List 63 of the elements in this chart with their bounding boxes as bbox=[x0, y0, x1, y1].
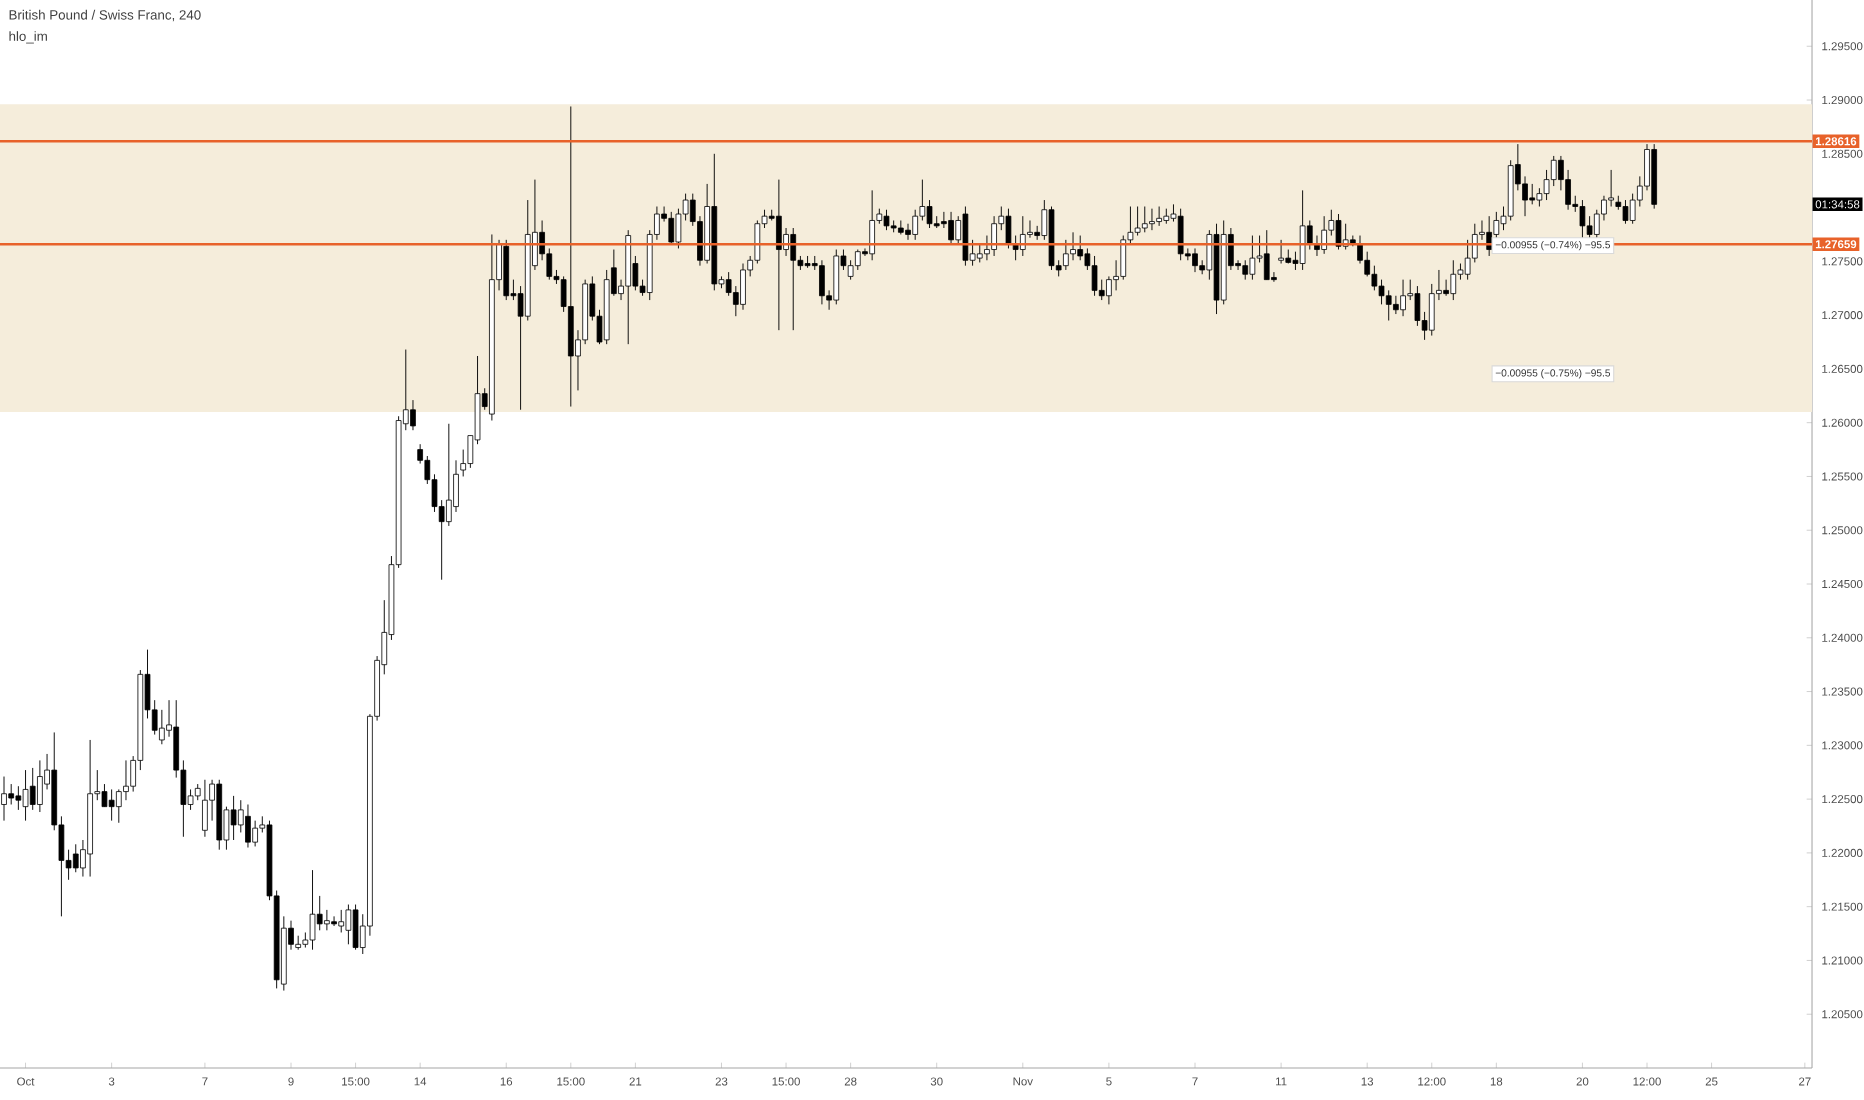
candlestick bbox=[1192, 247, 1198, 273]
candlestick bbox=[1141, 206, 1148, 233]
candlestick bbox=[1077, 235, 1084, 261]
candlestick bbox=[962, 206, 969, 267]
candlestick bbox=[1335, 213, 1342, 250]
candlestick bbox=[331, 915, 337, 927]
candlestick bbox=[22, 769, 29, 822]
candlestick bbox=[869, 189, 875, 261]
candlestick bbox=[1400, 279, 1406, 317]
candlestick bbox=[1019, 215, 1026, 257]
candlestick bbox=[668, 211, 675, 245]
candlestick bbox=[1450, 259, 1457, 301]
candlestick bbox=[740, 263, 746, 311]
candlestick bbox=[1622, 199, 1629, 225]
candlestick bbox=[883, 209, 890, 231]
candlestick bbox=[123, 759, 129, 801]
candlestick bbox=[1550, 155, 1557, 187]
candlestick bbox=[1, 776, 7, 822]
candlestick bbox=[15, 785, 22, 811]
candlestick bbox=[948, 211, 954, 245]
candlestick bbox=[905, 223, 911, 241]
candlestick bbox=[345, 904, 352, 945]
candlestick bbox=[108, 788, 115, 822]
candlestick bbox=[776, 179, 782, 331]
candlestick bbox=[446, 423, 452, 527]
candlestick bbox=[854, 249, 861, 271]
candlestick bbox=[1063, 239, 1069, 271]
candlestick bbox=[1242, 259, 1249, 281]
candlestick bbox=[252, 820, 258, 847]
candlestick bbox=[790, 227, 797, 331]
candlestick bbox=[912, 209, 919, 241]
candlestick bbox=[1091, 255, 1098, 297]
candlestick bbox=[1278, 239, 1284, 264]
candlestick bbox=[1134, 206, 1141, 237]
candlestick bbox=[352, 904, 359, 951]
candlestick bbox=[202, 779, 208, 838]
candlestick bbox=[1385, 289, 1392, 321]
candlestick bbox=[29, 767, 36, 811]
candlestick bbox=[1393, 295, 1399, 315]
candlestick bbox=[1299, 189, 1306, 271]
candlestick bbox=[1536, 187, 1543, 207]
candlestick bbox=[991, 215, 997, 257]
candlestick bbox=[338, 909, 345, 933]
candlestick bbox=[309, 869, 316, 951]
candlestick bbox=[1529, 183, 1536, 205]
candlestick bbox=[8, 783, 15, 805]
candlestick bbox=[976, 243, 983, 263]
candlestick bbox=[410, 399, 416, 431]
candlestick bbox=[1321, 215, 1327, 255]
candlestick bbox=[1149, 208, 1155, 231]
candlestick bbox=[1156, 206, 1162, 227]
candlestick bbox=[72, 843, 79, 873]
candlestick bbox=[230, 795, 237, 841]
candlestick bbox=[1263, 229, 1270, 281]
candlestick bbox=[1249, 235, 1256, 281]
candlestick bbox=[1443, 279, 1449, 297]
candlestick bbox=[819, 259, 825, 305]
candlestick bbox=[833, 249, 840, 305]
candlestick bbox=[1579, 199, 1586, 241]
candlestick bbox=[245, 804, 251, 848]
candlestick bbox=[324, 909, 330, 931]
candlestick bbox=[37, 759, 43, 813]
candlestick bbox=[1177, 208, 1184, 261]
